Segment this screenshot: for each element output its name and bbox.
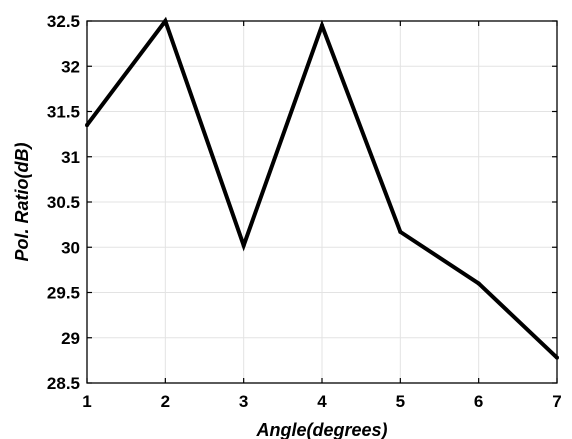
y-tick-label: 29 bbox=[61, 329, 80, 348]
x-tick-label: 1 bbox=[82, 392, 91, 411]
data-point bbox=[85, 123, 89, 128]
x-axis-title: Angle(degrees) bbox=[255, 420, 387, 439]
data-point bbox=[163, 19, 168, 23]
axis-ticks bbox=[86, 20, 558, 384]
data-point bbox=[476, 281, 481, 286]
data-point bbox=[398, 229, 403, 234]
data-point bbox=[555, 355, 559, 360]
grid bbox=[87, 21, 557, 383]
x-tick-label: 5 bbox=[396, 392, 405, 411]
y-tick-label: 32 bbox=[61, 57, 80, 76]
y-axis-title: Pol. Ratio(dB) bbox=[12, 143, 32, 262]
y-tick-label: 31.5 bbox=[47, 103, 80, 122]
y-tick-label: 32.5 bbox=[47, 12, 80, 31]
y-tick-label: 30.5 bbox=[47, 193, 80, 212]
tick-labels: 1 2 3 4 5 6 7 28.5 29 29.5 30 30.5 31 31.5 32 32.5 bbox=[47, 12, 562, 411]
data-point bbox=[241, 243, 246, 248]
y-tick-label: 30 bbox=[61, 238, 80, 257]
series-layer bbox=[85, 16, 559, 360]
y-tick-label: 31 bbox=[61, 148, 80, 167]
x-tick-label: 7 bbox=[552, 392, 561, 411]
x-tick-label: 4 bbox=[317, 392, 327, 411]
x-tick-label: 3 bbox=[239, 392, 248, 411]
y-tick-label: 28.5 bbox=[47, 374, 80, 393]
data-point bbox=[320, 23, 324, 28]
y-tick-label: 29.5 bbox=[47, 284, 80, 303]
x-tick-label: 2 bbox=[161, 392, 170, 411]
x-tick-label: 6 bbox=[474, 392, 483, 411]
